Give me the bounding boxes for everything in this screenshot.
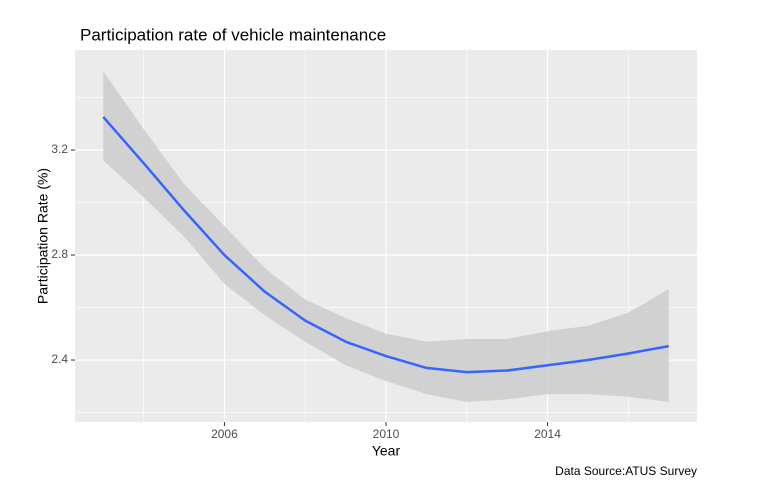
x-tick-label: 2010 [373,427,400,441]
y-axis-label: Participation Rate (%) [35,168,51,304]
y-tick-label: 2.4 [51,352,68,366]
y-tick-label: 3.2 [51,142,68,156]
smooth-line [102,116,669,374]
chart-title: Participation rate of vehicle maintenanc… [80,25,386,44]
caption: Data Source:ATUS Survey [555,464,697,478]
confidence-band [103,71,669,403]
x-tick-label: 2006 [211,427,238,441]
x-tick-label: 2014 [534,427,561,441]
x-axis-label: Year [372,443,401,459]
y-tick-label: 2.8 [51,247,68,261]
